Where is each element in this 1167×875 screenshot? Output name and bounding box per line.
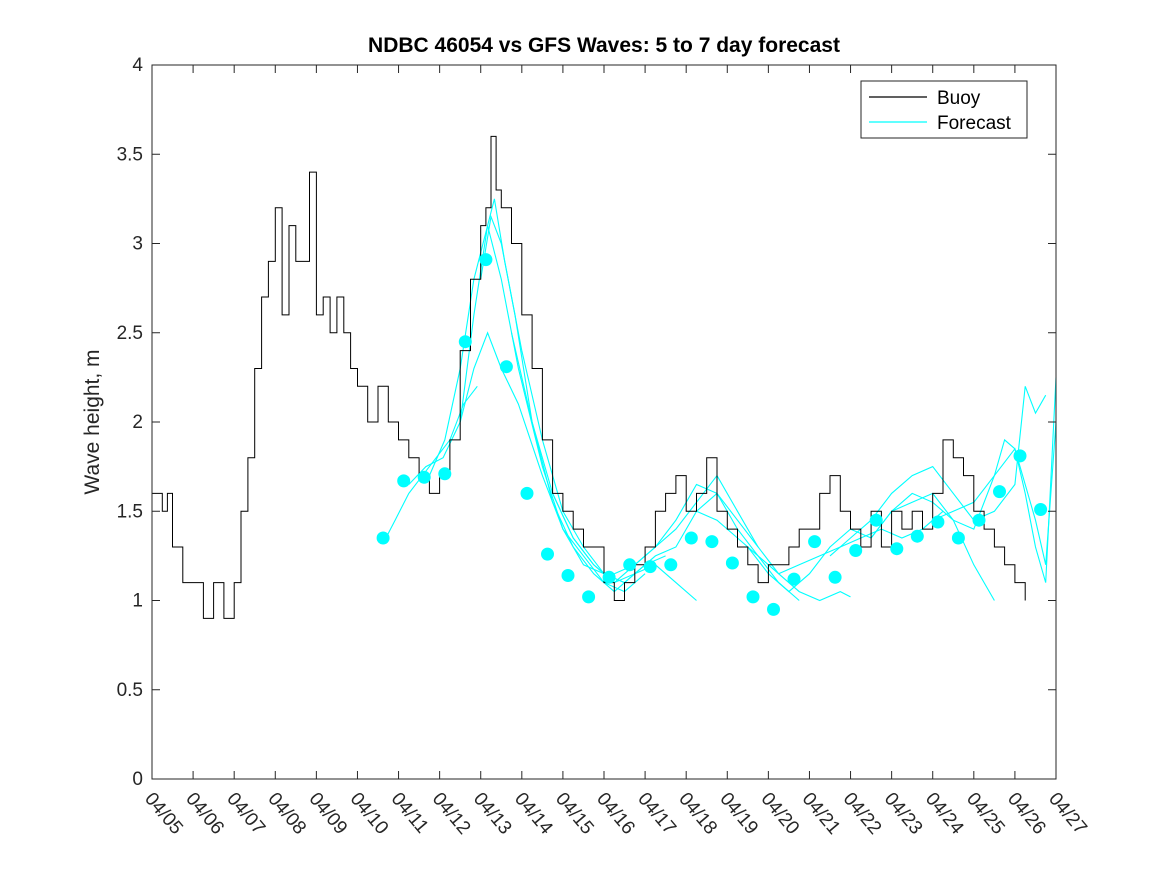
legend-buoy-label: Buoy xyxy=(937,88,981,109)
legend-forecast-label: Forecast xyxy=(937,113,1012,134)
forecast-point xyxy=(910,529,924,543)
forecast-point xyxy=(417,470,431,484)
forecast-point xyxy=(643,560,657,574)
forecast-point xyxy=(951,531,965,545)
y-tick-label: 2 xyxy=(132,412,143,433)
y-tick-label: 2.5 xyxy=(117,323,143,344)
y-tick-label: 0.5 xyxy=(117,680,143,701)
forecast-point xyxy=(828,570,842,584)
forecast-point xyxy=(808,535,822,549)
forecast-point xyxy=(397,474,411,488)
y-tick-label: 3 xyxy=(132,234,143,255)
forecast-point xyxy=(1034,503,1048,516)
forecast-point xyxy=(787,572,801,586)
forecast-point xyxy=(499,360,513,374)
forecast-point xyxy=(849,544,863,557)
forecast-point xyxy=(561,569,575,582)
chart-title: NDBC 46054 vs GFS Waves: 5 to 7 day fore… xyxy=(368,34,840,57)
forecast-point xyxy=(931,515,945,529)
legend: Buoy Forecast xyxy=(860,80,1028,139)
forecast-point xyxy=(438,467,452,481)
forecast-point xyxy=(458,335,472,349)
y-tick-label: 3.5 xyxy=(117,144,143,165)
forecast-point xyxy=(767,602,780,616)
forecast-point xyxy=(376,531,390,545)
y-tick-label: 1.5 xyxy=(117,501,143,522)
forecast-point xyxy=(520,486,534,500)
buoy-line-group xyxy=(152,135,1026,619)
y-tick-label: 4 xyxy=(132,55,143,76)
forecast-point xyxy=(684,531,698,545)
forecast-point xyxy=(602,570,616,584)
forecast-point xyxy=(993,485,1006,499)
axes xyxy=(151,64,1057,780)
forecast-point xyxy=(746,590,760,604)
plot-area xyxy=(152,65,1056,779)
forecast-point xyxy=(664,558,678,572)
forecast-point xyxy=(890,542,904,556)
y-axis-title: Wave height, m xyxy=(81,349,104,494)
forecast-points xyxy=(376,253,1048,616)
legend-box xyxy=(860,80,1028,139)
forecast-point xyxy=(1013,449,1027,463)
y-tick-label: 0 xyxy=(132,769,143,790)
forecast-point xyxy=(541,547,554,561)
forecast-line xyxy=(932,421,1057,565)
buoy-line xyxy=(152,135,1026,619)
y-tick-label: 1 xyxy=(132,591,143,612)
forecast-point xyxy=(479,253,493,267)
y-axis-ticks: 0 0.5 1 1.5 2 2.5 3 3.5 4 xyxy=(117,55,144,790)
forecast-point xyxy=(869,513,883,527)
forecast-point xyxy=(582,590,596,604)
forecast-point xyxy=(725,556,739,570)
forecast-point xyxy=(972,513,986,527)
forecast-point xyxy=(705,535,719,549)
forecast-point xyxy=(623,558,637,572)
